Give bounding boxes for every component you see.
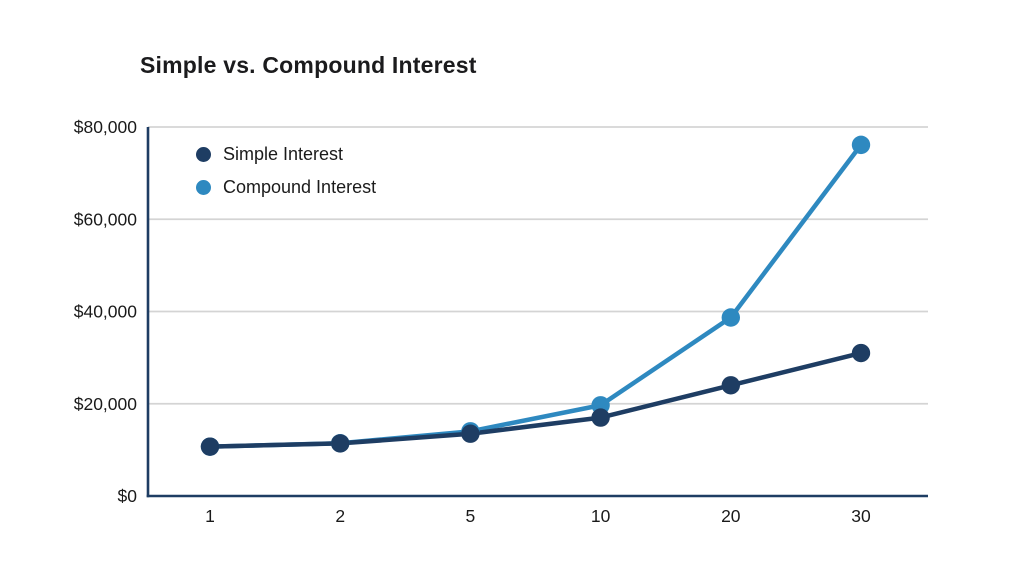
y-tick-label: $40,000 — [74, 302, 138, 322]
x-tick-label: 5 — [466, 506, 476, 526]
y-tick-label: $0 — [118, 486, 138, 506]
data-point-simple-interest — [331, 434, 350, 453]
data-point-simple-interest — [200, 437, 220, 456]
legend-swatch-compound-interest-icon — [196, 179, 211, 195]
x-tick-label: 30 — [851, 506, 871, 526]
series-line-simple-interest — [207, 350, 864, 449]
legend-label-simple-interest: Simple Interest — [223, 144, 344, 164]
y-tick-label: $20,000 — [74, 394, 138, 414]
data-point-compound-interest — [721, 308, 740, 327]
data-point-simple-interest — [851, 343, 871, 363]
data-point-simple-interest — [591, 408, 610, 427]
legend-item-compound-interest: Compound Interest — [196, 177, 376, 199]
data-point-simple-interest — [461, 424, 480, 443]
legend-label-compound-interest: Compound Interest — [223, 176, 377, 197]
legend: Simple Interest Compound Interest — [196, 144, 376, 198]
x-tick-label: 20 — [721, 506, 741, 526]
legend-swatch-simple-interest-icon — [196, 147, 211, 163]
x-tick-label: 10 — [591, 506, 611, 526]
x-tick-label: 1 — [205, 506, 215, 526]
x-tick-label: 2 — [335, 506, 345, 526]
y-tick-label: $60,000 — [74, 209, 138, 229]
data-point-compound-interest — [851, 135, 871, 155]
y-tick-label: $80,000 — [74, 117, 138, 137]
chart-title: Simple vs. Compound Interest — [140, 52, 477, 78]
data-point-simple-interest — [721, 376, 740, 395]
legend-item-simple-interest: Simple Interest — [196, 144, 376, 166]
